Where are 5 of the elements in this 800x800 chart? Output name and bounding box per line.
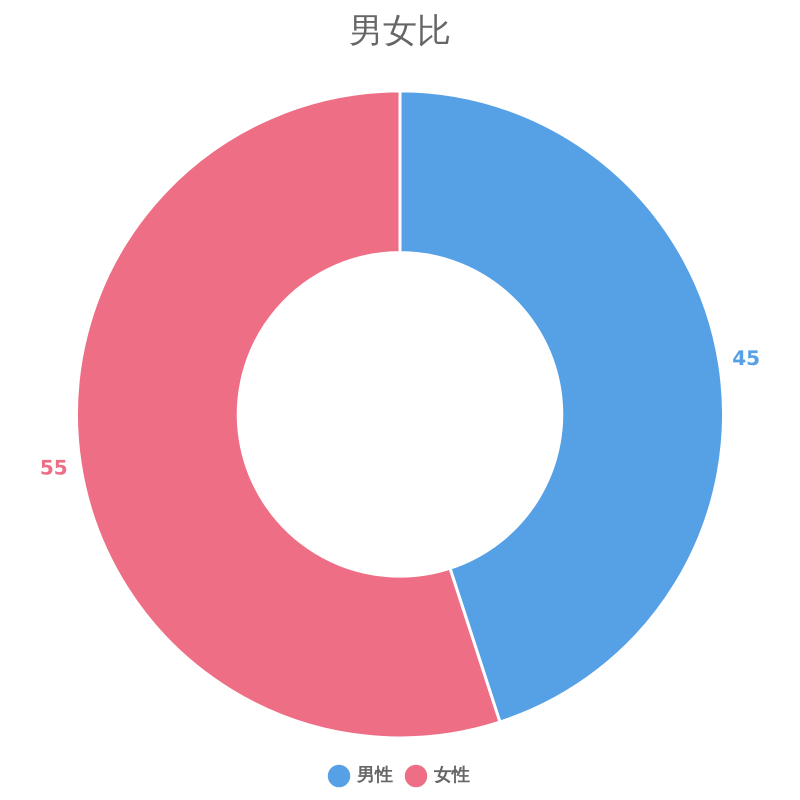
legend-label: 男性: [356, 764, 393, 786]
data-label: 55: [40, 455, 68, 480]
chart-title: 男女比: [349, 11, 451, 52]
legend-label: 女性: [433, 764, 470, 786]
data-label: 45: [732, 346, 760, 370]
